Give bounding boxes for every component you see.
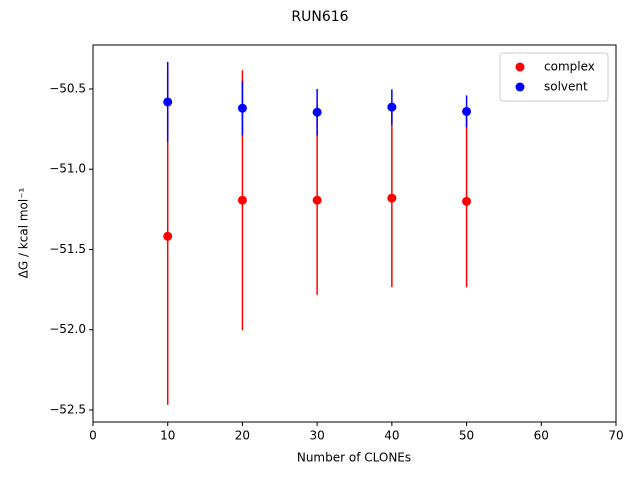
point <box>163 97 173 107</box>
point <box>312 107 322 117</box>
y-tick-label: −52.0 <box>49 322 86 336</box>
x-axis-label: Number of CLONEs <box>297 451 411 465</box>
point <box>462 196 472 206</box>
legend-label: complex <box>544 60 595 74</box>
point <box>462 106 472 116</box>
y-tick-label: −52.5 <box>49 402 86 416</box>
x-tick-label: 10 <box>160 429 175 443</box>
x-tick-label: 30 <box>310 429 325 443</box>
legend-marker <box>515 82 525 92</box>
x-tick-label: 0 <box>89 429 97 443</box>
point <box>387 193 397 203</box>
legend-label: solvent <box>544 80 588 94</box>
x-tick-label: 50 <box>459 429 474 443</box>
point <box>237 103 247 113</box>
y-tick-label: −51.5 <box>49 242 86 256</box>
legend-marker <box>515 62 525 72</box>
x-tick-label: 20 <box>235 429 250 443</box>
point <box>163 231 173 241</box>
chart-title: RUN616 <box>291 9 348 25</box>
y-tick-label: −51.0 <box>49 162 86 176</box>
point <box>387 102 397 112</box>
x-tick-label: 60 <box>534 429 549 443</box>
plot-frame <box>92 44 617 423</box>
x-tick-label: 40 <box>384 429 399 443</box>
point <box>312 195 322 205</box>
y-axis-label: ΔG / kcal mol⁻¹ <box>17 187 31 278</box>
y-tick-label: −50.5 <box>49 81 86 95</box>
legend-box <box>499 52 609 102</box>
point <box>237 195 247 205</box>
x-tick-label: 70 <box>608 429 623 443</box>
